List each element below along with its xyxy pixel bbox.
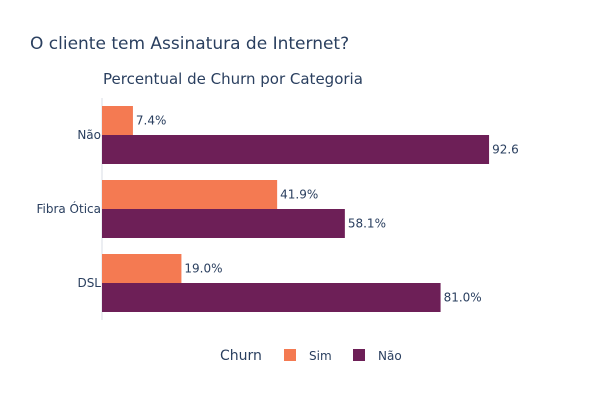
legend-swatch-nao[interactable] — [353, 349, 365, 361]
bar-nao-nao — [102, 135, 490, 164]
page-title: O cliente tem Assinatura de Internet? — [30, 34, 350, 54]
legend-label-sim[interactable]: Sim — [309, 349, 332, 363]
data-label-fibra-otica-sim: 41.9% — [280, 188, 318, 202]
y-tick-label-nao: Não — [77, 128, 101, 142]
data-label-dsl-nao: 81.0% — [444, 291, 482, 305]
bar-dsl-sim — [102, 254, 182, 283]
bar-fibra-otica-nao — [102, 209, 345, 238]
bar-fibra-otica-sim — [102, 180, 278, 209]
bar-dsl-nao — [102, 283, 441, 312]
chart-subtitle: Percentual de Churn por Categoria — [103, 70, 363, 88]
legend-title: Churn — [220, 348, 262, 364]
y-tick-labels: Não Fibra Ótica DSL — [36, 128, 101, 290]
data-label-fibra-otica-nao: 58.1% — [348, 217, 386, 231]
data-label-nao-nao: 92.6 — [492, 143, 519, 157]
data-label-nao-sim: 7.4% — [136, 114, 167, 128]
bar-nao-sim — [102, 106, 133, 135]
y-tick-label-dsl: DSL — [77, 276, 101, 290]
data-labels-layer: 7.4% 92.6 41.9% 58.1% 19.0% 81.0% — [136, 114, 519, 305]
legend-swatch-sim[interactable] — [284, 349, 296, 361]
data-label-dsl-sim: 19.0% — [184, 262, 222, 276]
legend: Churn Sim Não — [220, 348, 402, 364]
y-tick-label-fibra-otica: Fibra Ótica — [36, 201, 101, 216]
bars-layer — [102, 106, 490, 312]
legend-label-nao[interactable]: Não — [378, 349, 402, 363]
